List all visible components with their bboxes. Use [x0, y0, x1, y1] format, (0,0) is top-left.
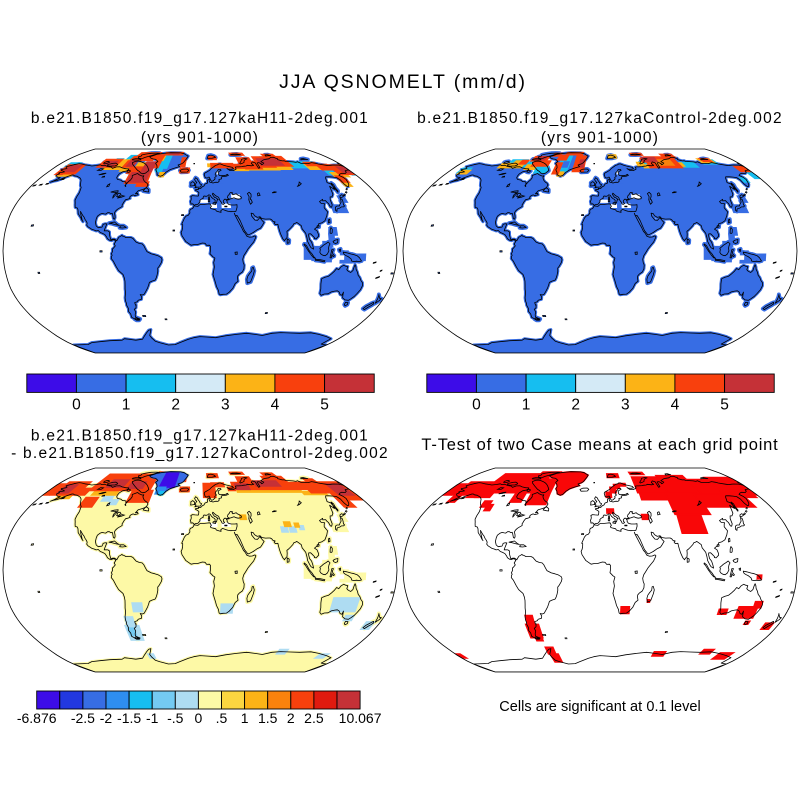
svg-text:2: 2: [171, 397, 180, 414]
svg-text:1: 1: [241, 710, 249, 726]
svg-text:(yrs 901-1000): (yrs 901-1000): [141, 130, 259, 147]
svg-text:1: 1: [522, 397, 531, 414]
svg-text:4: 4: [671, 397, 680, 414]
svg-text:JJA QSNOMELT (mm/d): JJA QSNOMELT (mm/d): [279, 71, 527, 93]
svg-text:b.e21.B1850.f19_g17.127kaH11-2: b.e21.B1850.f19_g17.127kaH11-2deg.001: [31, 110, 369, 127]
svg-text:-2.5: -2.5: [71, 710, 95, 726]
svg-text:-2: -2: [100, 710, 113, 726]
svg-text:0: 0: [472, 397, 481, 414]
svg-text:1.5: 1.5: [258, 710, 278, 726]
svg-text:5: 5: [320, 397, 329, 414]
svg-text:b.e21.B1850.f19_g17.127kaContr: b.e21.B1850.f19_g17.127kaControl-2deg.00…: [417, 110, 783, 127]
svg-text:3: 3: [621, 397, 630, 414]
svg-text:0: 0: [72, 397, 81, 414]
svg-text:-.5: -.5: [167, 710, 184, 726]
svg-text:.5: .5: [216, 710, 228, 726]
svg-text:2: 2: [287, 710, 295, 726]
svg-text:-1: -1: [146, 710, 159, 726]
svg-text:- b.e21.B1850.f19_g17.127kaCon: - b.e21.B1850.f19_g17.127kaControl-2deg.…: [11, 445, 389, 462]
svg-text:b.e21.B1850.f19_g17.127kaH11-2: b.e21.B1850.f19_g17.127kaH11-2deg.001: [31, 428, 369, 445]
svg-text:4: 4: [271, 397, 280, 414]
svg-text:2: 2: [571, 397, 580, 414]
svg-text:10.067: 10.067: [339, 710, 382, 726]
svg-text:5: 5: [720, 397, 729, 414]
svg-text:-6.876: -6.876: [17, 710, 57, 726]
svg-text:1: 1: [122, 397, 131, 414]
svg-text:2.5: 2.5: [304, 710, 324, 726]
svg-text:Cells are significant at 0.1 l: Cells are significant at 0.1 level: [499, 699, 701, 715]
svg-text:-1.5: -1.5: [117, 710, 141, 726]
svg-text:3: 3: [221, 397, 230, 414]
svg-text:0: 0: [195, 710, 203, 726]
svg-text:T-Test of two Case means at ea: T-Test of two Case means at each grid po…: [421, 436, 778, 454]
svg-text:(yrs 901-1000): (yrs 901-1000): [541, 130, 659, 147]
